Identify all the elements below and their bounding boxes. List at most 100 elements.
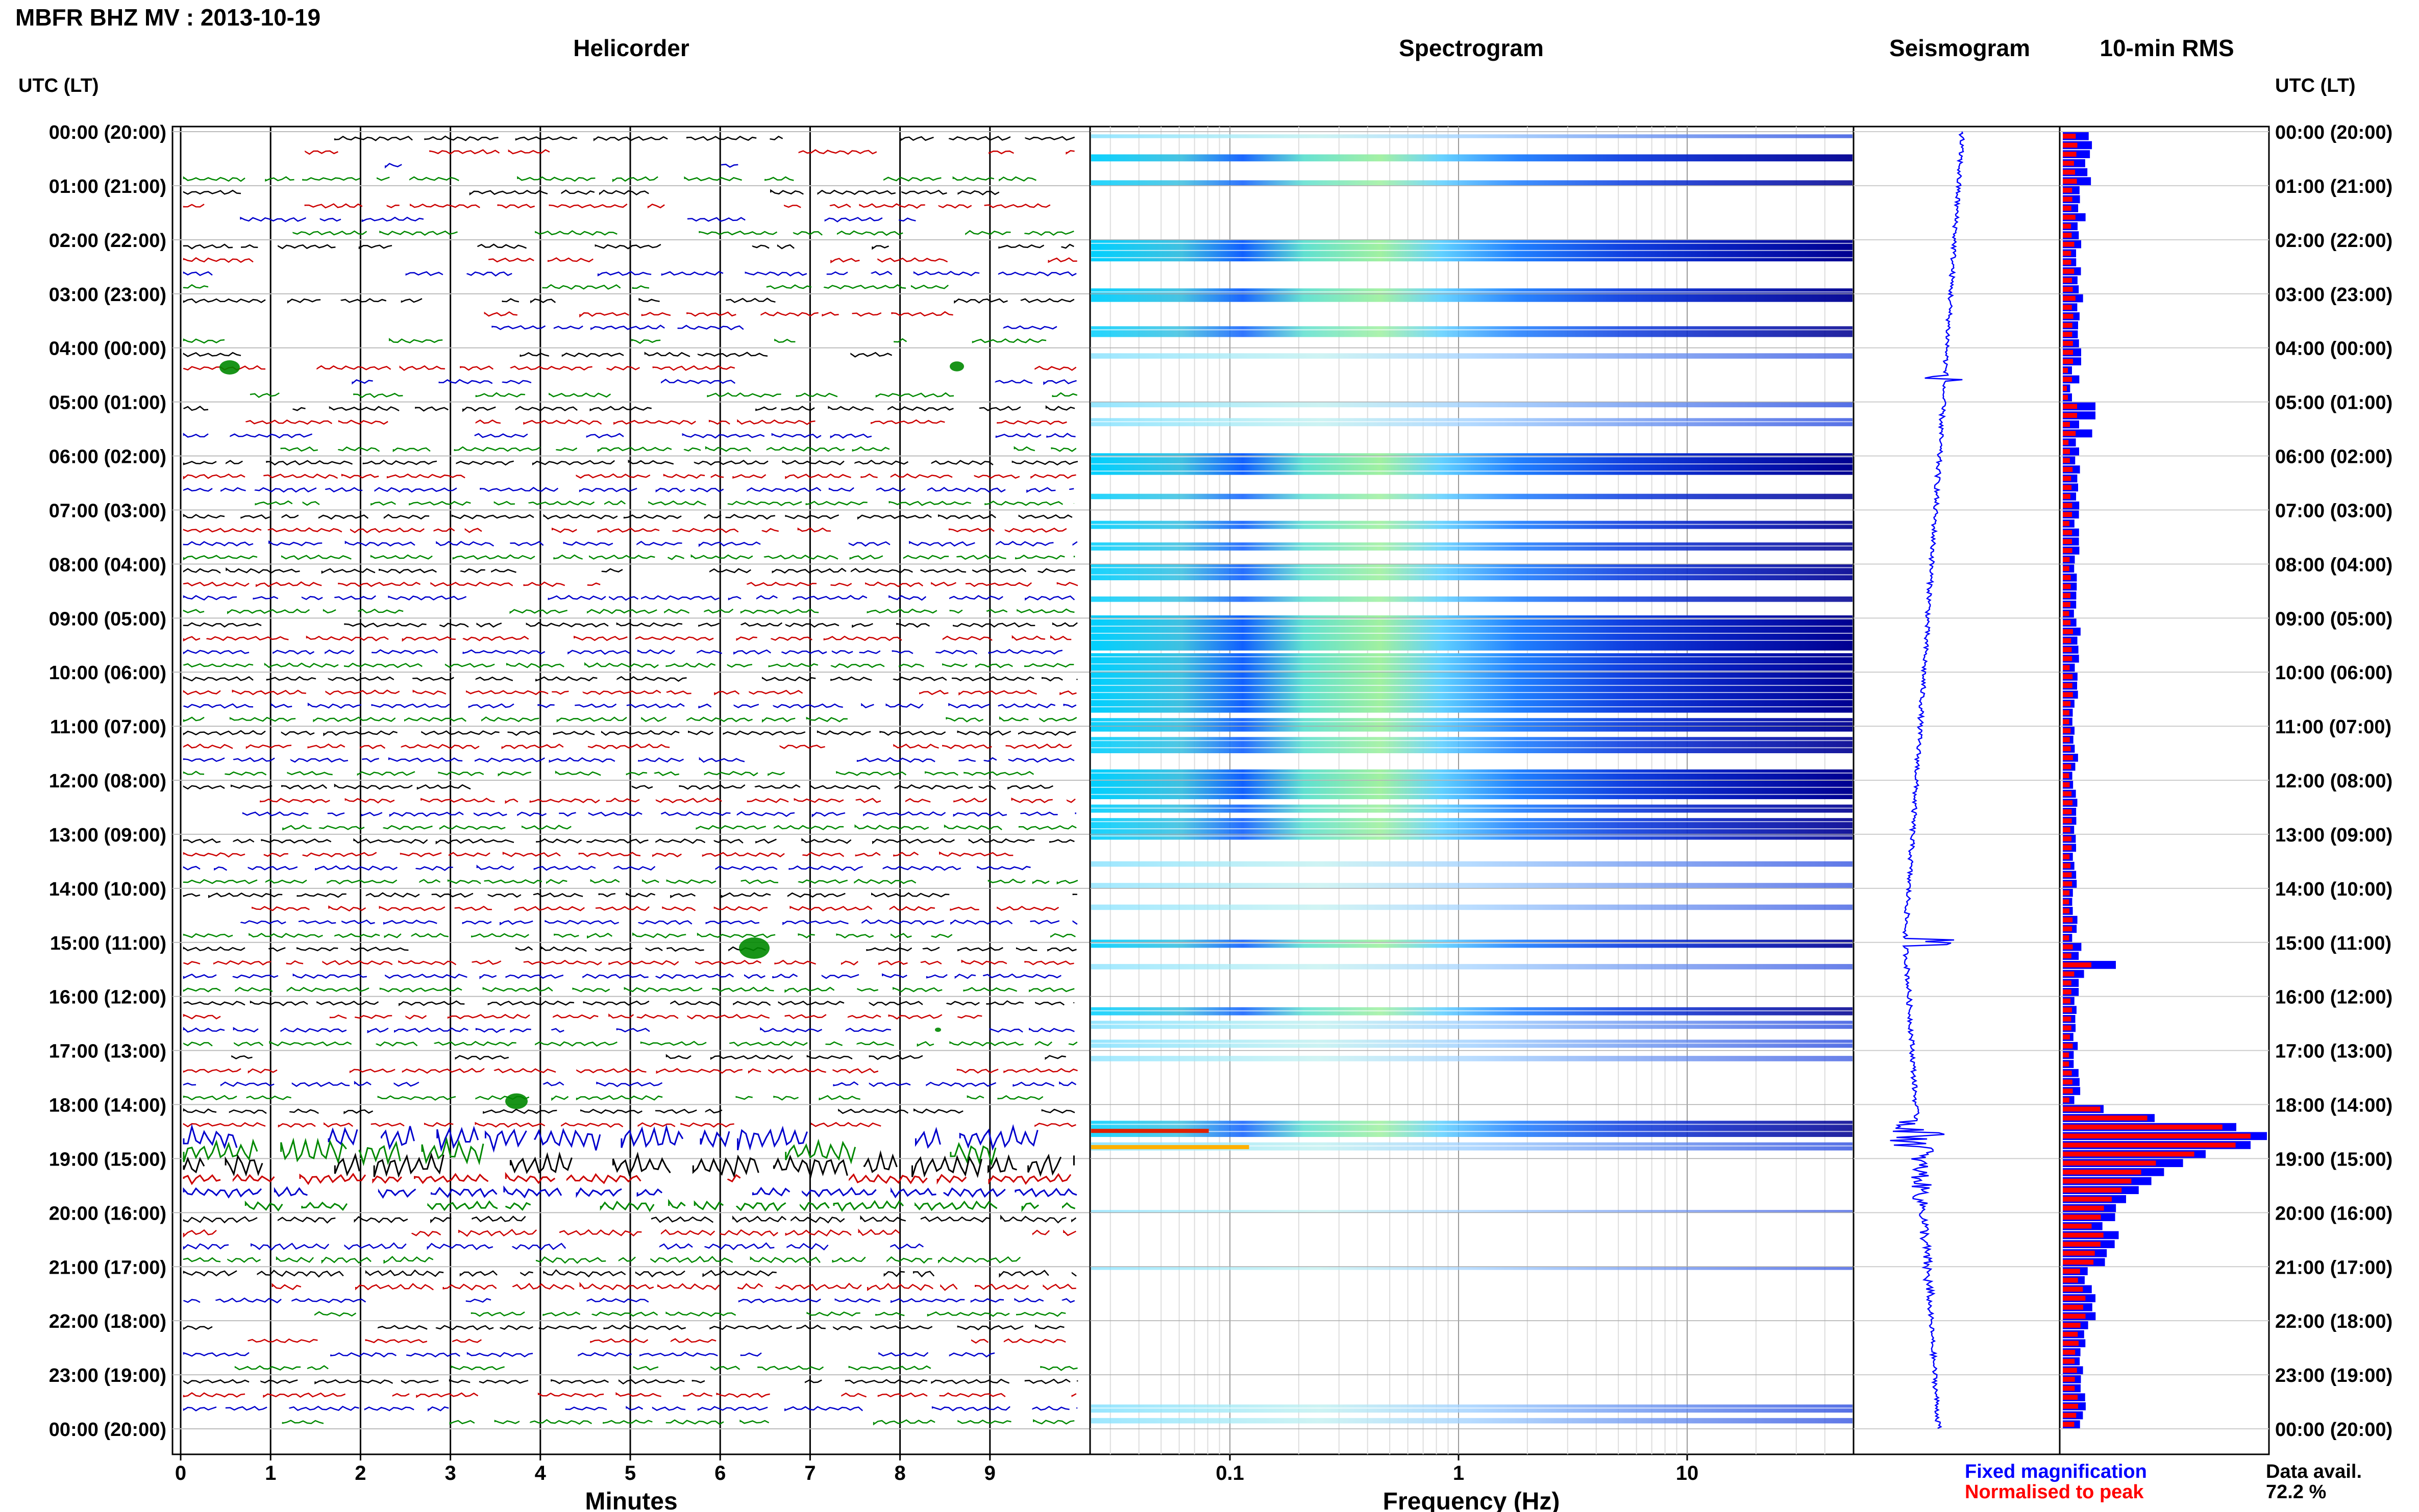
helicorder-tick-label: 8 [894,1462,905,1484]
time-label-left: 19:00 (15:00) [49,1149,166,1170]
helicorder-trace [260,797,1076,804]
rms-bar-normalised [2063,1079,2072,1085]
time-label-right: 08:00 (04:00) [2275,554,2392,576]
helicorder-trace [183,433,1076,439]
rms-bar-normalised [2063,836,2071,841]
rms-bar-normalised [2063,1106,2101,1112]
rms-bar-normalised [2063,674,2073,679]
helicorder-trace [183,554,1075,561]
rms-bar-normalised [2063,1358,2075,1364]
rms-bar-normalised [2063,287,2073,292]
time-label-left: 16:00 (12:00) [49,987,166,1008]
rms-bar-normalised [2063,665,2070,671]
spectrogram-band-gap [1091,794,1853,795]
rms-bar-normalised [2063,241,2075,247]
rms-bar-normalised [2063,827,2070,832]
rms-bar-normalised [2063,1242,2101,1247]
rms-bar-normalised [2063,512,2072,517]
spectrogram-band-gap [1091,242,1853,244]
spectrogram-band [1091,718,1853,732]
rms-bar-normalised [2063,908,2070,913]
helicorder-trace [183,1351,995,1358]
helicorder-trace [183,1172,1072,1185]
rms-bar-normalised [2063,737,2070,742]
helicorder-trace [183,257,1077,264]
helicorder-trace [271,1282,1076,1292]
spectrogram-title: Spectrogram [1399,35,1544,61]
helicorder-trace [183,1081,1077,1087]
spectrogram-band [1091,737,1853,754]
rms-bar-normalised [2063,350,2073,355]
rms-bar-normalised [2063,854,2070,859]
time-label-left: 14:00 (10:00) [49,879,166,900]
rms-bar-normalised [2063,332,2072,337]
rms-bar-normalised [2063,575,2071,580]
helicorder-trace [252,905,1059,912]
rms-bar-normalised [2063,1223,2092,1229]
time-label-right: 21:00 (17:00) [2275,1257,2392,1278]
rms-bar-normalised [2063,1377,2075,1382]
spectrogram-tick-label: 0.1 [1216,1462,1244,1484]
helicorder-trace [183,892,1077,899]
helicorder-trace [183,959,1074,966]
rms-bar-normalised [2063,962,2091,968]
time-label-left: 18:00 (14:00) [49,1095,166,1117]
helicorder-trace [250,392,1078,399]
time-label-right: 11:00 (07:00) [2275,716,2391,738]
spectrogram-hot-band [1091,1129,1209,1133]
spectrogram-band-gap [1091,699,1853,701]
time-label-right: 20:00 (16:00) [2275,1203,2392,1224]
rms-bar-normalised [2063,1116,2148,1121]
helicorder-trace [183,527,1067,533]
spectrogram-band-gap [1091,685,1853,686]
rms-bar-normalised [2063,341,2073,346]
helicorder-trace [183,1242,924,1251]
helicorder-trace [183,1228,1076,1238]
rms-bar-normalised [2063,233,2072,238]
helicorder-trace [183,730,1076,736]
helicorder-trace [183,338,1047,344]
helicorder-xlabel: Minutes [585,1488,677,1512]
rms-bar-normalised [2063,1277,2078,1283]
rms-bar-normalised [2063,152,2077,157]
spectrogram-band [1091,1210,1853,1213]
rms-bar-normalised [2063,773,2069,778]
spectrogram-band [1091,402,1853,408]
helicorder-trace [314,1311,1066,1317]
rms-bar-normalised [2063,647,2072,652]
rms-bar-normalised [2063,1088,2073,1094]
helicorder-trace [183,771,1034,777]
time-label-left: 05:00 (01:00) [49,392,166,414]
rms-bar-normalised [2063,1061,2069,1067]
spectrogram-band-gap [1091,821,1853,823]
time-label-left: 03:00 (23:00) [49,284,166,306]
helicorder-trace [183,649,1063,655]
helicorder-trace [183,702,1077,709]
helicorder-trace [183,1095,1044,1101]
helicorder-trace [183,459,1078,466]
rms-bar-normalised [2063,899,2069,905]
helicorder-event [505,1093,528,1109]
helicorder-tick-label: 6 [714,1462,726,1484]
rms-bar-normalised [2063,1170,2141,1175]
spectrogram-band-gap [1091,291,1853,293]
spectrogram-band [1091,134,1853,138]
data-availability-label: Data avail. [2266,1461,2362,1482]
time-label-left: 12:00 (08:00) [49,771,166,792]
rms-bar-normalised [2063,260,2071,265]
rms-bar-normalised [2063,521,2070,526]
rms-bar-normalised [2063,1187,2122,1193]
rms-bar-normalised [2063,566,2069,571]
tz-label-left: UTC (LT) [18,75,99,96]
spectrogram-band-gap [1091,706,1853,708]
rms-bar-normalised [2063,989,2071,995]
spectrogram-band-gap [1091,807,1853,809]
spectrogram-band [1091,861,1853,867]
time-label-right: 00:00 (20:00) [2275,1419,2392,1441]
rms-bar-normalised [2063,1296,2086,1301]
rms-bar-normalised [2063,1331,2078,1337]
rms-bar-normalised [2063,196,2072,202]
rms-bar-normalised [2063,1205,2104,1211]
rms-bar-normalised [2063,413,2077,418]
helicorder-trace [183,635,1072,642]
